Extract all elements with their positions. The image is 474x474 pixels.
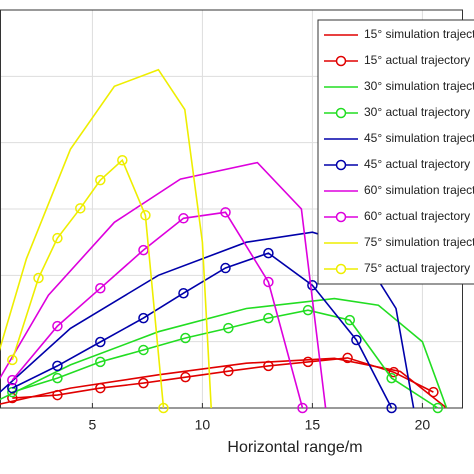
marker xyxy=(95,382,106,394)
marker xyxy=(307,280,318,291)
marker xyxy=(263,247,274,259)
marker xyxy=(52,389,63,401)
legend-label: 30° actual trajectory xyxy=(364,105,470,119)
marker xyxy=(138,344,149,356)
legend-marker xyxy=(335,159,347,171)
x-axis-label: Horizontal range/m xyxy=(227,439,362,456)
marker xyxy=(386,372,397,384)
marker xyxy=(432,402,444,414)
marker xyxy=(117,154,128,166)
marker xyxy=(223,365,234,377)
marker xyxy=(52,360,63,372)
legend-marker xyxy=(335,263,347,275)
marker xyxy=(263,360,274,372)
legend-label: 60° simulation trajectory xyxy=(364,183,474,197)
marker xyxy=(52,372,63,384)
marker xyxy=(7,382,18,394)
marker xyxy=(52,232,63,244)
series-line xyxy=(0,231,415,409)
marker xyxy=(386,402,397,414)
marker xyxy=(302,304,314,316)
marker xyxy=(342,352,353,364)
marker xyxy=(75,203,86,214)
legend-label: 45° simulation trajectory xyxy=(364,131,474,145)
legend-marker xyxy=(335,211,347,223)
series-line xyxy=(0,68,212,409)
legend-label: 45° actual trajectory xyxy=(364,157,470,171)
marker xyxy=(344,314,356,326)
legend-label: 15° actual trajectory xyxy=(364,53,470,67)
legend-marker xyxy=(335,107,347,119)
x-tick-label: 20 xyxy=(415,417,431,433)
marker xyxy=(220,207,231,218)
series-line xyxy=(11,211,304,409)
marker xyxy=(180,371,191,383)
marker xyxy=(95,174,106,186)
marker xyxy=(7,374,18,386)
marker xyxy=(95,336,106,348)
marker xyxy=(297,402,308,414)
x-tick-label: 10 xyxy=(195,417,211,433)
marker xyxy=(140,210,151,221)
marker xyxy=(388,366,400,378)
legend-marker xyxy=(335,55,347,67)
marker xyxy=(158,402,169,414)
series-line xyxy=(0,161,327,409)
marker xyxy=(138,312,149,324)
marker xyxy=(263,312,274,324)
series-line xyxy=(0,297,448,409)
marker xyxy=(180,332,191,344)
marker xyxy=(428,386,439,398)
marker xyxy=(7,354,18,366)
legend-label: 75° actual trajectory xyxy=(364,261,470,275)
x-tick-label: 5 xyxy=(89,417,97,433)
legend-label: 30° simulation trajectory xyxy=(364,79,474,93)
series-line xyxy=(0,357,448,409)
marker xyxy=(138,377,149,389)
series-line xyxy=(12,357,434,399)
marker xyxy=(52,320,63,332)
marker xyxy=(302,356,314,368)
legend-label: 60° actual trajectory xyxy=(364,209,470,223)
series-line xyxy=(12,309,439,409)
marker xyxy=(95,356,106,368)
marker xyxy=(351,334,362,346)
marker xyxy=(220,262,231,274)
marker xyxy=(178,287,189,299)
legend-label: 15° simulation trajectory xyxy=(364,27,474,41)
marker xyxy=(95,283,106,294)
series-line xyxy=(11,158,165,409)
marker xyxy=(223,322,234,334)
marker xyxy=(33,272,44,284)
marker xyxy=(263,276,274,288)
x-tick-label: 15 xyxy=(305,417,321,433)
marker xyxy=(178,213,189,224)
legend-label: 75° simulation trajectory xyxy=(364,235,474,249)
